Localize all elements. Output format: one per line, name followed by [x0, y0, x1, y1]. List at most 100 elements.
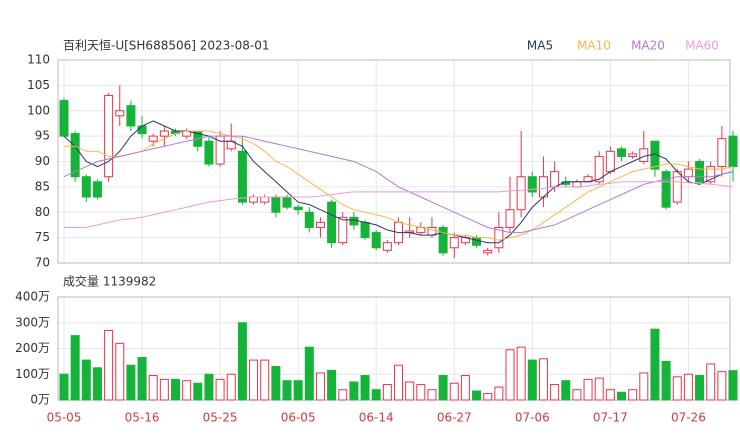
- y-tick-label: 70: [35, 256, 50, 270]
- volume-bar: [81, 359, 91, 401]
- candle-body: [706, 166, 716, 183]
- volume-bar: [695, 375, 705, 401]
- y-tick-label: 85: [35, 179, 50, 193]
- volume-bar: [338, 389, 348, 401]
- volume-bar: [126, 364, 136, 401]
- volume-bar: [460, 375, 470, 401]
- candle-body: [516, 176, 526, 211]
- volume-bar: [605, 389, 615, 401]
- x-tick-label: 07-26: [671, 411, 706, 425]
- volume-bar: [505, 349, 515, 401]
- volume-bar: [271, 366, 281, 401]
- volume-bar: [215, 378, 225, 401]
- volume-bar: [249, 359, 259, 401]
- volume-bar: [59, 373, 69, 401]
- volume-bar: [416, 384, 426, 401]
- ma-line: [63, 120, 734, 244]
- volume-bar: [472, 390, 482, 401]
- volume-bar: [728, 370, 738, 401]
- volume-bar: [282, 380, 292, 401]
- candle-body: [605, 150, 615, 173]
- candle-body: [159, 130, 169, 137]
- candle-body: [115, 110, 125, 117]
- candle-body: [327, 201, 337, 244]
- candle-body: [59, 100, 69, 137]
- volume-bar: [717, 371, 727, 401]
- y-tick-label: 200万: [15, 341, 50, 355]
- legend-entry: MA10: [577, 39, 611, 53]
- candle-body: [661, 171, 671, 208]
- y-tick-label: 105: [27, 78, 50, 92]
- candle-body: [237, 150, 247, 203]
- volume-bar: [538, 358, 548, 401]
- volume-bar: [171, 378, 180, 401]
- candle-body: [148, 135, 158, 142]
- volume-bar: [661, 360, 671, 401]
- volume-bar: [371, 389, 381, 401]
- volume-bar: [550, 384, 560, 401]
- candle-body: [92, 181, 102, 198]
- volume-bar: [427, 389, 437, 401]
- y-tick-label: 400万: [15, 290, 50, 304]
- volume-bar: [104, 329, 114, 401]
- candle-body: [617, 148, 626, 157]
- candle-body: [104, 95, 114, 178]
- volume-title: 成交量 1139982: [63, 274, 156, 289]
- candle-body: [126, 105, 136, 127]
- candle-body: [728, 135, 738, 168]
- x-tick-label: 05-16: [125, 411, 160, 425]
- candle-body: [438, 226, 448, 254]
- candle-body: [628, 153, 638, 157]
- ma-line: [63, 135, 734, 234]
- y-tick-label: 100万: [15, 367, 50, 381]
- volume-bar: [360, 375, 370, 401]
- y-tick-label: 80: [35, 205, 50, 219]
- x-tick-label: 06-05: [281, 411, 316, 425]
- candle-body: [349, 216, 359, 226]
- candle-body: [304, 211, 314, 228]
- volume-bar: [494, 386, 504, 401]
- candle-body: [717, 138, 727, 168]
- volume-bar: [639, 372, 649, 401]
- x-tick-label: 07-17: [593, 411, 628, 425]
- candle-body: [81, 176, 91, 198]
- volume-bar: [327, 369, 337, 401]
- candle-body: [371, 232, 381, 249]
- candle-body: [282, 196, 292, 208]
- candle-body: [639, 148, 649, 162]
- volume-bar: [349, 381, 359, 401]
- candle-body: [472, 237, 482, 246]
- candle-body: [594, 155, 604, 183]
- volume-bar: [672, 376, 682, 401]
- volume-bar: [159, 378, 169, 401]
- y-tick-label: 95: [35, 129, 50, 143]
- candle-body: [204, 140, 214, 165]
- candle-body: [483, 249, 493, 254]
- volume-bar: [148, 375, 158, 401]
- candle-body: [315, 221, 325, 228]
- volume-bar: [182, 380, 192, 401]
- candle-body: [70, 133, 80, 178]
- volume-bar: [617, 391, 626, 401]
- candle-body: [137, 125, 147, 135]
- volume-bar: [449, 382, 459, 401]
- volume-bar: [304, 346, 314, 401]
- volume-bar: [628, 389, 638, 401]
- candle-body: [382, 242, 392, 251]
- candle-body: [550, 171, 560, 188]
- y-tick-label: 90: [35, 154, 50, 168]
- x-tick-label: 06-27: [437, 411, 472, 425]
- volume-bar: [650, 328, 660, 401]
- candle-body: [427, 226, 437, 236]
- volume-bar: [226, 373, 236, 401]
- candle-body: [338, 216, 348, 244]
- volume-bar: [237, 322, 247, 401]
- legend-entry: MA20: [631, 39, 665, 53]
- volume-bar: [405, 381, 415, 401]
- x-tick-label: 05-05: [47, 411, 82, 425]
- volume-bar: [561, 380, 571, 401]
- y-tick-label: 0万: [30, 393, 50, 407]
- x-tick-label: 05-25: [203, 411, 238, 425]
- candle-body: [505, 209, 515, 228]
